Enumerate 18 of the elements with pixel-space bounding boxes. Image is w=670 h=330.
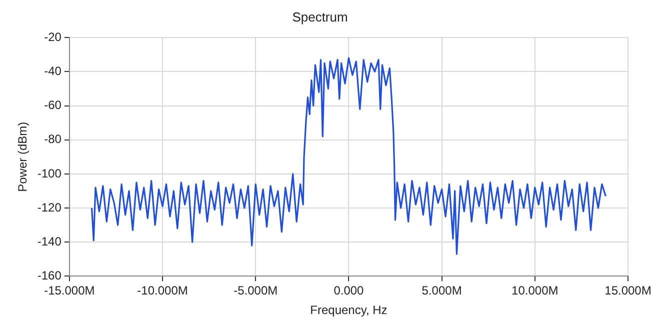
x-tick-label: -15.000M [44,284,95,298]
x-axis-title: Frequency, Hz [310,303,388,318]
y-tick-label: -80 [44,132,62,146]
y-tick-label: -100 [37,166,62,180]
x-tick-label: 10.000M [512,284,558,298]
y-tick-label: -120 [37,200,62,214]
y-tick-label: -20 [44,30,62,44]
y-axis-title: Power (dBm) [16,122,30,192]
y-tick-label: -140 [37,234,62,248]
y-tick-label: -40 [44,64,62,78]
y-tick-label: -160 [37,268,62,283]
chart-title: Spectrum [292,9,348,24]
y-tick-label: -60 [44,98,62,112]
x-tick-label: -10.000M [137,284,188,298]
x-tick-label: 0.000 [334,284,364,298]
x-tick-label: -5.000M [234,284,278,298]
x-tick-label: 5.000M [422,284,462,298]
x-tick-label: 15.000M [604,284,652,298]
